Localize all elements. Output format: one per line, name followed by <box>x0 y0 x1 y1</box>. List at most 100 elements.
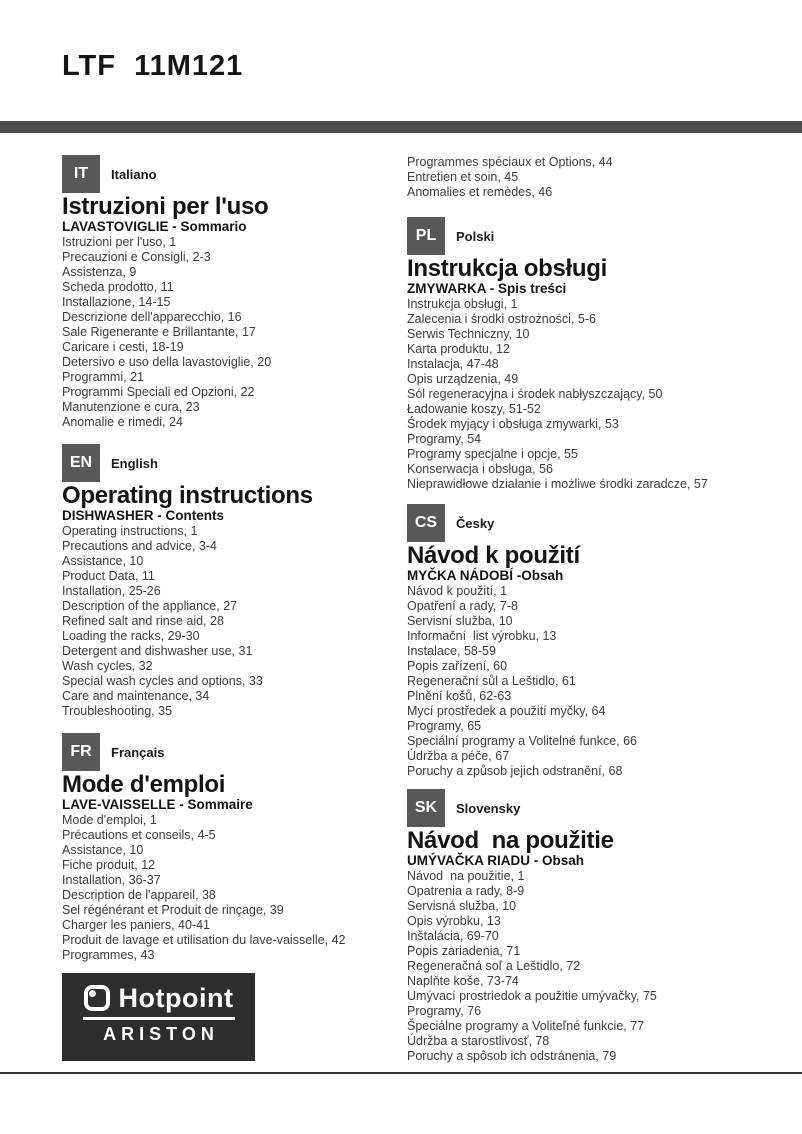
toc-list-slovensky: Návod na použitie, 1 Opatrenia a rady, 8-… <box>407 869 797 1064</box>
section-subheading: DISHWASHER - Contents <box>62 508 224 523</box>
toc-item: Special wash cycles and options, 33 <box>62 674 263 688</box>
toc-item: Wash cycles, 32 <box>62 659 153 673</box>
toc-item: Programy specjalne i opcje, 55 <box>407 447 578 461</box>
toc-item: Description of the appliance, 27 <box>62 599 238 613</box>
section-english: EN English Operating instructions DISHWA… <box>62 444 407 719</box>
language-label: English <box>111 455 158 471</box>
toc-item: Assistenza, 9 <box>62 265 137 279</box>
toc-item: Opis urządzenia, 49 <box>407 372 519 386</box>
toc-item: Informační list výrobku, 13 <box>407 629 557 643</box>
logo-sub-brand: ARISTON <box>103 1024 219 1044</box>
language-badge-row: CS Česky <box>407 504 797 542</box>
toc-item: Detersivo e uso della lavastoviglie, 20 <box>62 355 272 369</box>
toc-item: Installation, 36-37 <box>62 873 161 887</box>
toc-item: Installation, 25-26 <box>62 584 161 598</box>
toc-item: Product Data, 11 <box>62 569 155 583</box>
toc-item: Anomalie e rimedi, 24 <box>62 415 183 429</box>
toc-item: Programmi Speciali ed Opzioni, 22 <box>62 385 255 399</box>
language-label: Français <box>111 744 165 760</box>
hotpoint-square-icon <box>83 985 110 1011</box>
toc-item: Údržba a péče, 67 <box>407 749 510 763</box>
language-badge-pl: PL <box>407 217 445 255</box>
toc-item: Opatrenia a rady, 8-9 <box>407 884 525 898</box>
left-column: IT Italiano Istruzioni per l'uso LAVASTO… <box>62 155 407 1061</box>
section-subheading: MYČKA NÁDOBÍ -Obsah <box>407 568 564 583</box>
toc-item: Entretien et soin, 45 <box>407 170 519 184</box>
toc-item: Instalacja, 47-48 <box>407 357 499 371</box>
toc-item: Regenerační sůl a Leštidlo, 61 <box>407 674 576 688</box>
section-heading: Návod k použití <box>407 542 580 569</box>
toc-item: Servisná služba, 10 <box>407 899 517 913</box>
toc-item: Fiche produit, 12 <box>62 858 156 872</box>
toc-item: Sel régénérant et Produit de rinçage, 39 <box>62 903 284 917</box>
toc-item: Sól regeneracyjna i środek nabłyszczając… <box>407 387 663 401</box>
toc-item: Mycí prostředek a použití myčky, 64 <box>407 704 606 718</box>
language-badge-row: EN English <box>62 444 407 482</box>
toc-item: Opis výrobku, 13 <box>407 914 501 928</box>
toc-item: Anomalies et remèdes, 46 <box>407 185 553 199</box>
toc-item: Description de l'appareil, 38 <box>62 888 216 902</box>
toc-list-italiano: Istruzioni per l'uso, 1 Precauzioni e Con… <box>62 235 407 430</box>
toc-item: Programmes, 43 <box>62 948 155 962</box>
toc-item: Poruchy a způsob jejich odstranění, 68 <box>407 764 623 778</box>
toc-item: Popis zařízení, 60 <box>407 659 508 673</box>
toc-item: Programmi, 21 <box>62 370 144 384</box>
toc-item: Care and maintenance, 34 <box>62 689 210 703</box>
toc-item: Umývací prostriedok a použitie umývačky,… <box>407 989 657 1003</box>
toc-item: Środek myjący i obsługa zmywarki, 53 <box>407 417 619 431</box>
logo-divider-line <box>82 1017 235 1020</box>
toc-item: Plnění košů, 62-63 <box>407 689 512 703</box>
language-badge-it: IT <box>62 155 100 193</box>
section-heading: Návod na použitie <box>407 827 614 854</box>
toc-item: Návod na použitie, 1 <box>407 869 525 883</box>
toc-item: Instalace, 58-59 <box>407 644 496 658</box>
section-heading: Instrukcja obsługi <box>407 255 607 282</box>
toc-item: Speciální programy a Volitelné funkce, 6… <box>407 734 637 748</box>
toc-item: Précautions et conseils, 4-5 <box>62 828 216 842</box>
toc-item: Údržba a starostlivosť, 78 <box>407 1034 550 1048</box>
language-badge-row: FR Français <box>62 733 407 771</box>
toc-item: Operating instructions, 1 <box>62 524 198 538</box>
toc-item: Ładowanie koszy, 51-52 <box>407 402 541 416</box>
section-polski: PL Polski Instrukcja obsługi ZMYWARKA - … <box>407 217 797 492</box>
toc-item: Installazione, 14-15 <box>62 295 171 309</box>
toc-item: Assistance, 10 <box>62 554 144 568</box>
toc-item: Sale Rigenerante e Brillantante, 17 <box>62 325 256 339</box>
toc-item: Instrukcja obsługi, 1 <box>407 297 518 311</box>
toc-item: Scheda prodotto, 11 <box>62 280 174 294</box>
toc-list-francais-continued: Programmes spéciaux et Options, 44 Entret… <box>407 155 797 200</box>
logo-brand-row: Hotpoint <box>83 983 234 1013</box>
toc-item: Návod k použití, 1 <box>407 584 508 598</box>
language-badge-en: EN <box>62 444 100 482</box>
toc-item: Poruchy a spôsob ich odstránenia, 79 <box>407 1049 617 1063</box>
toc-item: Naplňte koše, 73-74 <box>407 974 519 988</box>
language-badge-fr: FR <box>62 733 100 771</box>
toc-item: Produit de lavage et utilisation du lave… <box>62 933 346 947</box>
toc-item: Caricare i cesti, 18-19 <box>62 340 184 354</box>
section-cesky: CS Česky Návod k použití MYČKA NÁDOBÍ -O… <box>407 504 797 779</box>
model-title: LTF 11M121 <box>62 50 244 82</box>
toc-item: Programy, 54 <box>407 432 482 446</box>
toc-item: Troubleshooting, 35 <box>62 704 173 718</box>
language-badge-cs: CS <box>407 504 445 542</box>
header-divider-bar <box>0 121 802 133</box>
section-slovensky: SK Slovensky Návod na použitie UMÝVAČKA … <box>407 789 797 1064</box>
hotpoint-dot-icon <box>88 990 96 997</box>
toc-item: Inštalácia, 69-70 <box>407 929 499 943</box>
language-badge-row: SK Slovensky <box>407 789 797 827</box>
toc-item: Konserwacja i obsługa, 56 <box>407 462 553 476</box>
toc-item: Programy, 76 <box>407 1004 482 1018</box>
toc-item: Assistance, 10 <box>62 843 144 857</box>
logo-brand-name: Hotpoint <box>118 983 234 1013</box>
toc-item: Nieprawidłowe działanie i możliwe środki… <box>407 477 708 491</box>
toc-item: Karta produktu, 12 <box>407 342 510 356</box>
toc-item: Precautions and advice, 3-4 <box>62 539 217 553</box>
toc-item: Precauzioni e Consigli, 2-3 <box>62 250 211 264</box>
toc-item: Popis zariadenia, 71 <box>407 944 521 958</box>
section-subheading: LAVASTOVIGLIE - Sommario <box>62 219 247 234</box>
toc-item: Servisní služba, 10 <box>407 614 513 628</box>
language-badge-sk: SK <box>407 789 445 827</box>
toc-item: Zalecenia i środki ostrożności, 5-6 <box>407 312 596 326</box>
toc-item: Loading the racks, 29-30 <box>62 629 200 643</box>
